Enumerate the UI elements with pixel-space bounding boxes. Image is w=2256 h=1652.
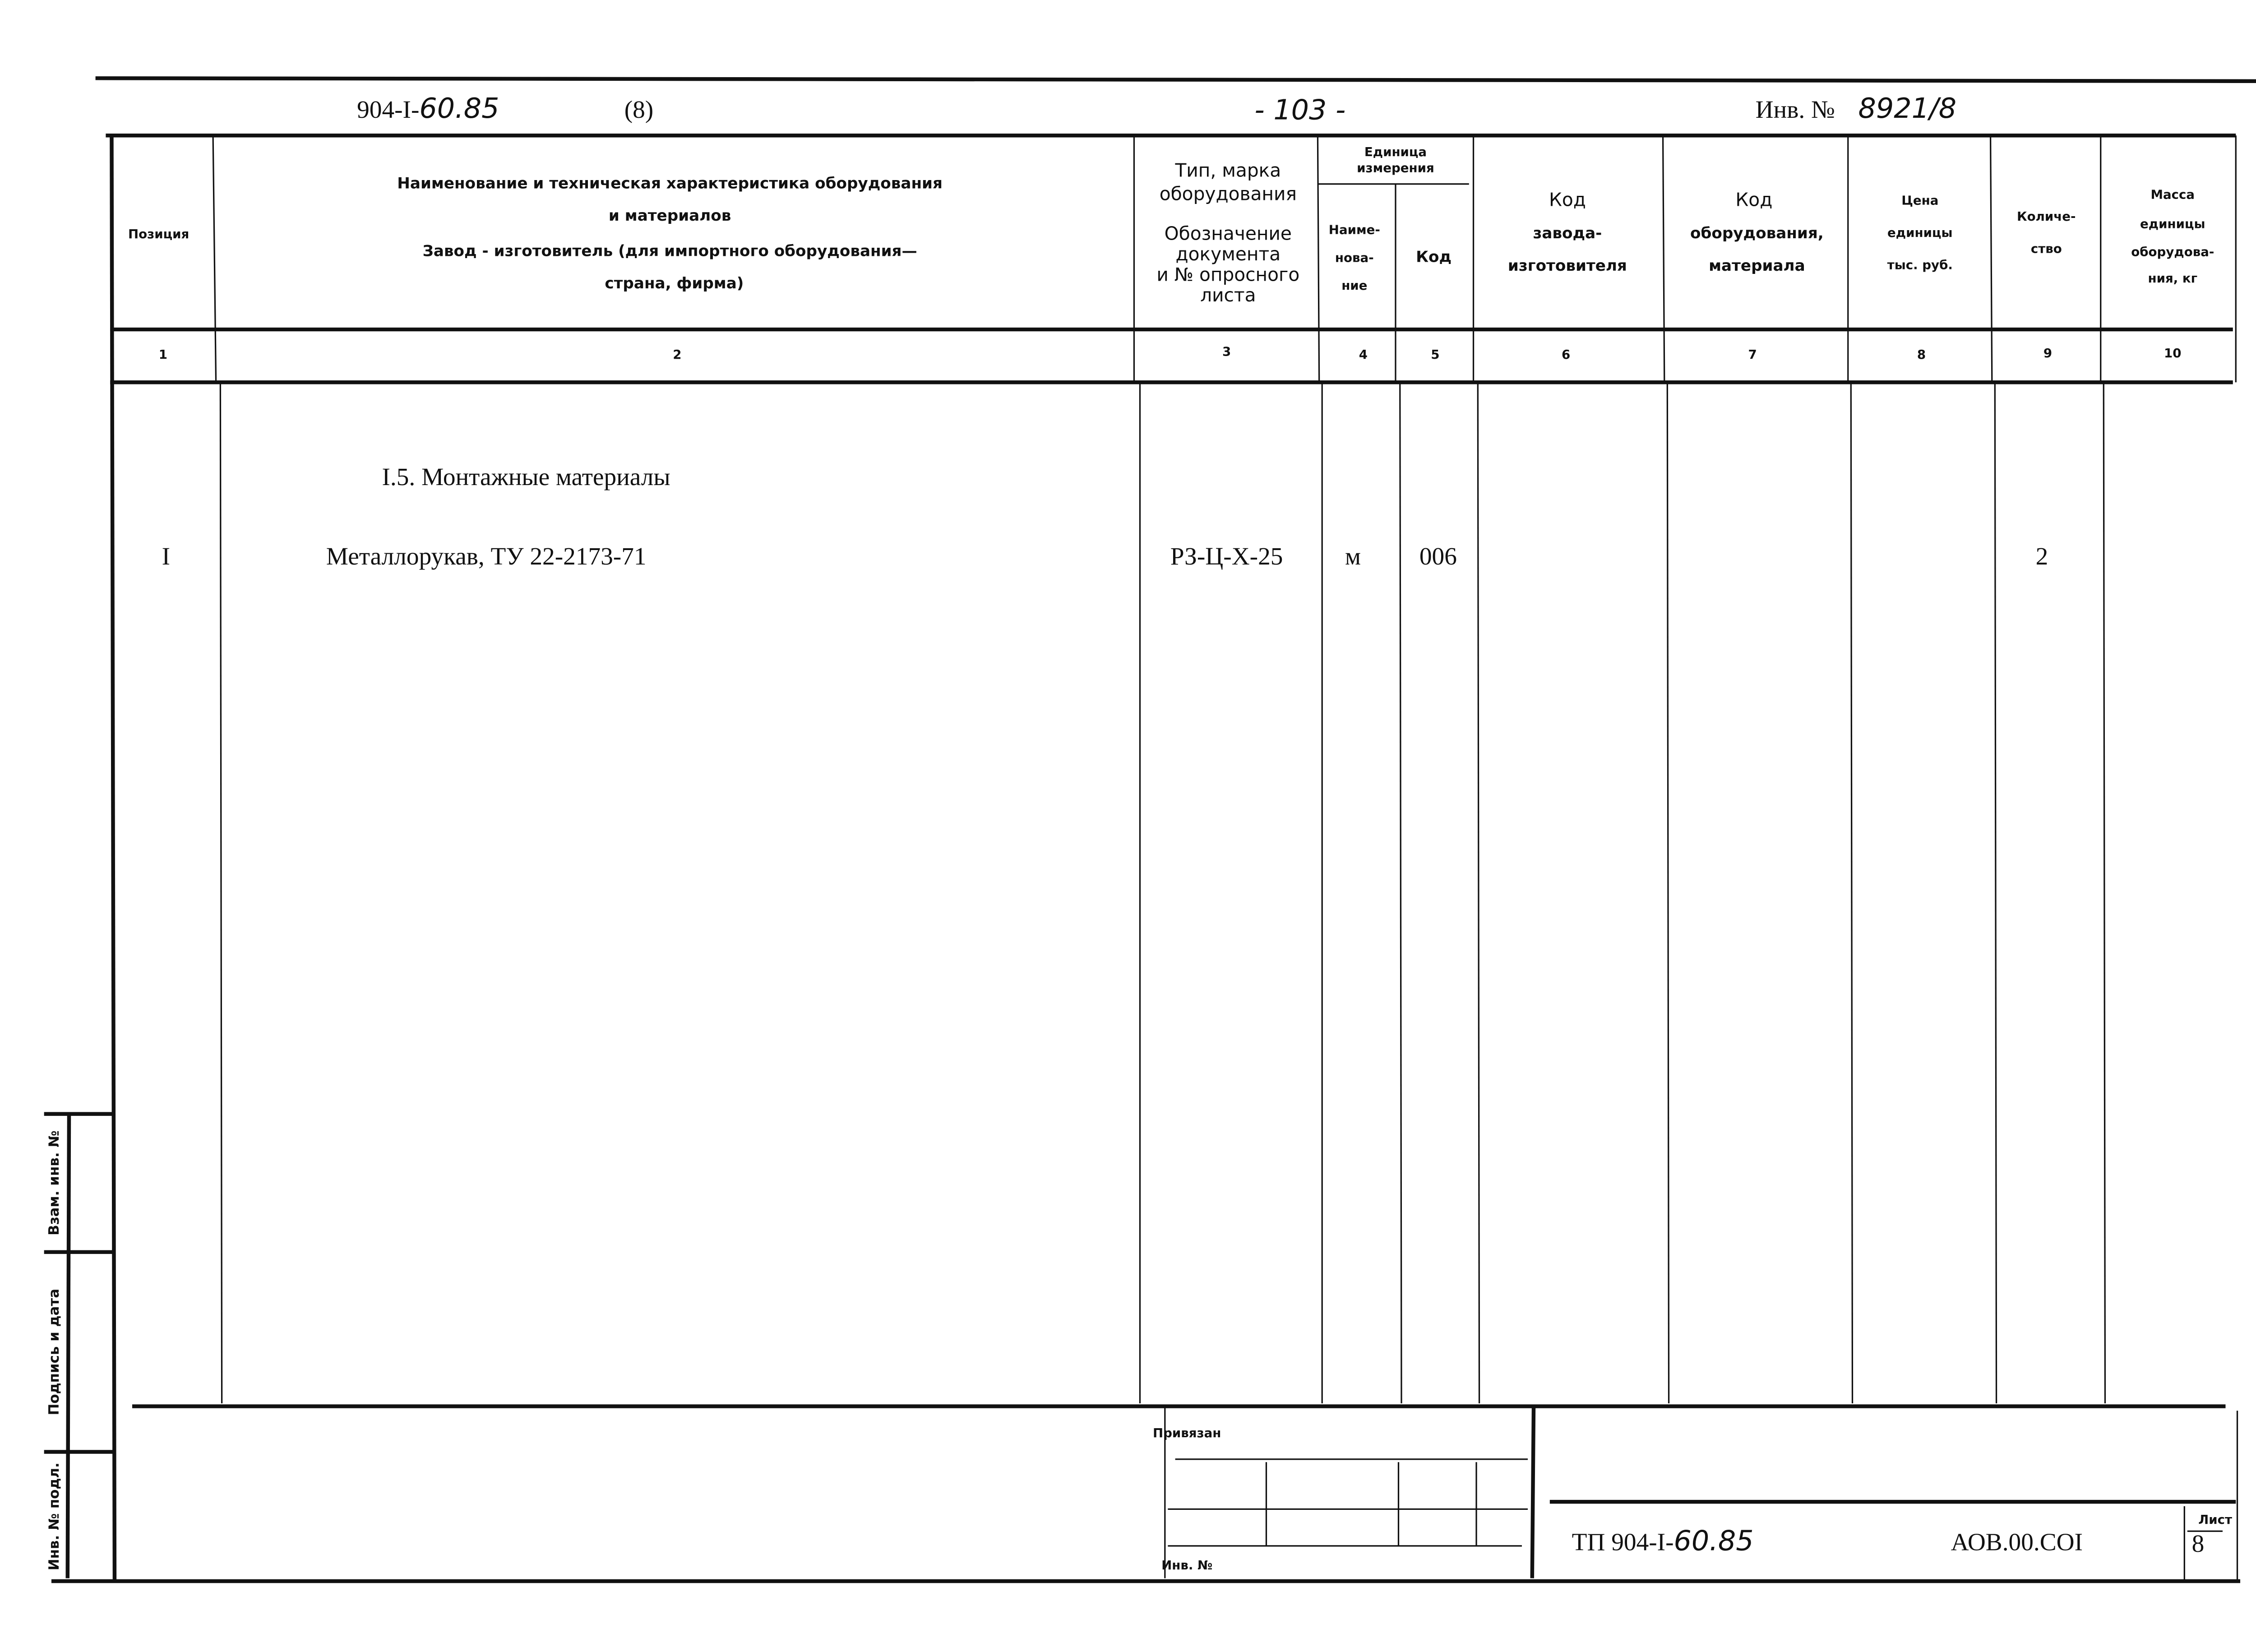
header-unit-l1: Единица bbox=[1364, 144, 1427, 159]
sheet-paren: (8) bbox=[624, 96, 654, 123]
header-unit-name-l3: ние bbox=[1341, 278, 1367, 293]
column-number: 5 bbox=[1431, 347, 1439, 362]
header-equip-l2: оборудования, bbox=[1690, 224, 1824, 242]
header-name-l3: Завод - изготовитель (для импортного обо… bbox=[423, 242, 917, 260]
signature-date-label: Подпись и дата bbox=[46, 1289, 62, 1416]
header-equip-l1: Код bbox=[1735, 189, 1772, 211]
header-mfr-l2: завода- bbox=[1533, 224, 1602, 242]
header-mass-l2: единицы bbox=[2140, 216, 2205, 231]
top-border bbox=[95, 76, 2256, 83]
header-type-l5: и № опросного bbox=[1156, 264, 1299, 286]
header-mass-l4: ния, кг bbox=[2148, 271, 2197, 286]
header-position: Позиция bbox=[128, 227, 189, 241]
header-type-l6: листа bbox=[1200, 284, 1256, 306]
header-type-l3: Обозначение bbox=[1165, 222, 1292, 244]
original-inv-label: Инв. № подл. bbox=[46, 1462, 62, 1570]
inv-label: Инв. № bbox=[1756, 96, 1835, 123]
cell-type: РЗ-Ц-Х-25 bbox=[1170, 542, 1283, 570]
header-price-l3: тыс. руб. bbox=[1887, 258, 1953, 273]
header-name-l1: Наименование и техническая характеристик… bbox=[397, 174, 943, 192]
header-name-l4: страна, фирма) bbox=[605, 274, 744, 292]
column-number: 8 bbox=[1917, 347, 1926, 362]
cell-quantity: 2 bbox=[2036, 542, 2048, 570]
inv-number: 8921/8 bbox=[1858, 92, 1957, 125]
bound-label: Привязан bbox=[1153, 1425, 1221, 1440]
cell-unit-code: 006 bbox=[1419, 542, 1457, 570]
title-block bbox=[1164, 1406, 2238, 1580]
header-type-l2: оборудования bbox=[1160, 183, 1297, 205]
cell-position: I bbox=[162, 542, 170, 570]
column-number: 10 bbox=[2164, 346, 2182, 361]
header-price-l2: единицы bbox=[1887, 225, 1952, 240]
section-title: I.5. Монтажные материалы bbox=[382, 463, 670, 491]
column-number: 9 bbox=[2043, 346, 2052, 361]
designation: ТП 904-I-60.85 bbox=[1572, 1525, 1754, 1557]
header-mass-l3: оборудова- bbox=[2131, 244, 2214, 259]
column-number: 2 bbox=[673, 347, 681, 362]
column-number: 6 bbox=[1562, 347, 1570, 362]
header-price-l1: Цена bbox=[1901, 193, 1938, 208]
cell-name: Металлорукав, ТУ 22-2173-71 bbox=[326, 542, 647, 570]
column-number: 1 bbox=[159, 347, 167, 362]
header-unit-name-l2: нова- bbox=[1335, 250, 1374, 265]
table-row: I Металлорукав, ТУ 22-2173-71 РЗ-Ц-Х-25 … bbox=[162, 542, 2048, 570]
replaced-inv-label: Взам. инв. № bbox=[46, 1130, 62, 1235]
header-unit-l2: измерения bbox=[1357, 161, 1434, 176]
header-name-l2: и материалов bbox=[609, 207, 731, 225]
doc-number: 904-I-60.85 bbox=[357, 92, 499, 125]
header-type-l1: Тип, марка bbox=[1174, 159, 1281, 181]
header-equip-l3: материала bbox=[1709, 257, 1805, 275]
column-number: 7 bbox=[1748, 347, 1757, 362]
header-mfr-l1: Код bbox=[1549, 189, 1586, 211]
designation-code: АОВ.00.СОI bbox=[1951, 1528, 2083, 1556]
header-mass-l1: Масса bbox=[2150, 187, 2195, 202]
header-qty-l2: ство bbox=[2031, 241, 2062, 256]
column-number: 3 bbox=[1222, 344, 1231, 359]
header-unit-name-l1: Наиме- bbox=[1329, 222, 1380, 237]
cell-unit-name: м bbox=[1345, 542, 1361, 570]
header-unit-code: Код bbox=[1416, 248, 1452, 266]
spec-table bbox=[106, 134, 2237, 1580]
header-type-l4: документа bbox=[1175, 243, 1281, 265]
header-mfr-l3: изготовителя bbox=[1508, 257, 1627, 275]
column-number: 4 bbox=[1359, 347, 1368, 362]
sheet-label: Лист bbox=[2198, 1512, 2232, 1527]
page-number: - 103 - bbox=[1254, 93, 1345, 126]
side-stamp: Взам. инв. № Подпись и дата Инв. № подл. bbox=[44, 1112, 115, 1578]
column-numbers: 1 2 3 4 5 6 7 8 9 10 bbox=[159, 344, 2182, 362]
header-qty-l1: Количе- bbox=[2017, 209, 2076, 224]
tb-inv-label: Инв. № bbox=[1161, 1558, 1212, 1573]
sheet-number: 8 bbox=[2192, 1530, 2205, 1557]
